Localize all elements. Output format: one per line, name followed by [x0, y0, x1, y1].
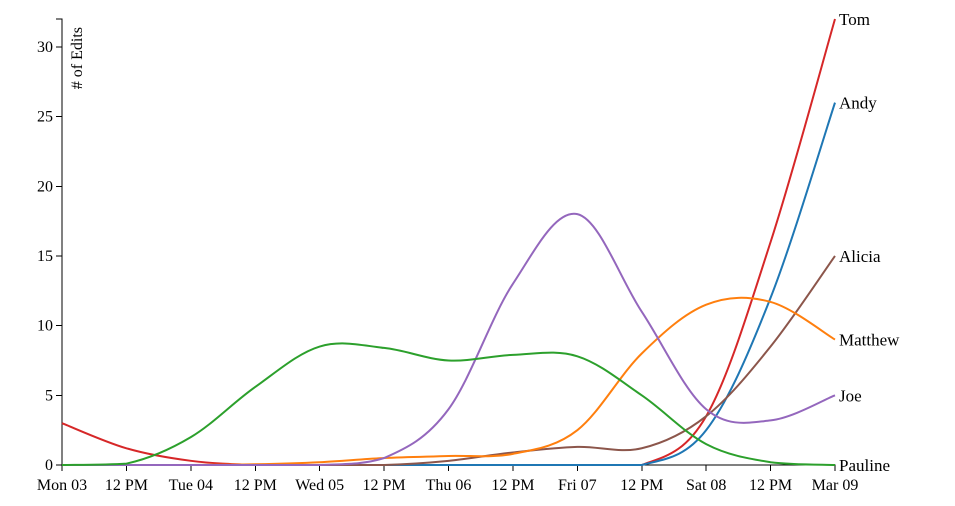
series-label-tom: Tom: [839, 10, 870, 29]
series-line-pauline: [61, 342, 836, 466]
x-tick-label: 12 PM: [105, 477, 148, 494]
series-labels: Tom Andy Alicia Matthew Joe Pauline: [839, 10, 900, 475]
series-label-andy: Andy: [839, 94, 877, 113]
x-axis: Mon 03 12 PM Tue 04 12 PM Wed 05 12 PM Thu 06 1…: [37, 464, 859, 494]
plot-area: [61, 18, 836, 467]
x-tick-label: 12 PM: [620, 477, 663, 494]
x-tick-label: Wed 05: [295, 477, 344, 494]
y-tick-label: 5: [45, 387, 53, 404]
y-tick-label: 10: [37, 318, 53, 335]
x-tick-label: Fri 07: [558, 477, 597, 494]
series-label-joe: Joe: [839, 386, 862, 405]
x-tick-label: 12 PM: [749, 477, 792, 494]
x-tick-label: Mar 09: [812, 477, 859, 494]
y-axis: 0 5 10 15 20 25 30: [37, 18, 63, 474]
y-tick-label: 15: [37, 248, 53, 265]
series-label-pauline: Pauline: [839, 456, 890, 475]
x-tick-label: 12 PM: [491, 477, 534, 494]
series-label-alicia: Alicia: [839, 247, 881, 266]
x-tick-label: Thu 06: [426, 477, 472, 494]
x-tick-label: 12 PM: [363, 477, 406, 494]
x-tick-label: Mon 03: [37, 477, 87, 494]
y-tick-label: 20: [37, 178, 53, 195]
x-tick-label: 12 PM: [234, 477, 277, 494]
y-tick-label: 25: [37, 109, 53, 126]
x-tick-label: Tue 04: [169, 477, 213, 494]
series-line-tom: [61, 18, 836, 467]
series-line-joe: [62, 212, 836, 467]
y-axis-line: [56, 18, 63, 466]
x-tick-label: Sat 08: [686, 477, 726, 494]
y-tick-label: 0: [45, 457, 53, 474]
y-axis-label: # of Edits: [69, 27, 86, 89]
series-line-matthew: [62, 296, 836, 467]
series-label-matthew: Matthew: [839, 331, 900, 350]
y-tick-label: 30: [37, 39, 53, 56]
